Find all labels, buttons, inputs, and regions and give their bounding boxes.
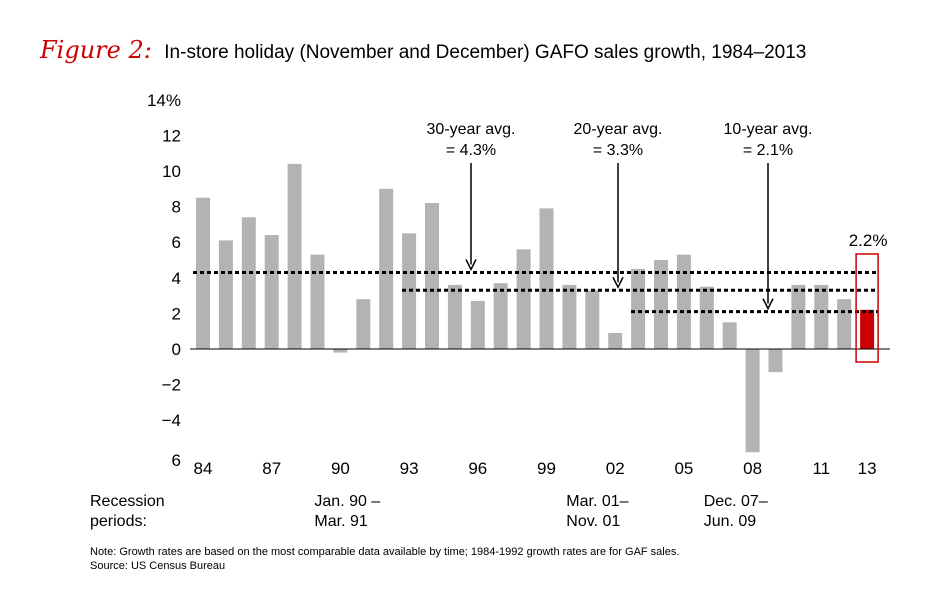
y-tick-label: 10 xyxy=(162,162,181,181)
bar-1988 xyxy=(287,163,302,349)
recession-period-1990: Jan. 90 – Mar. 91 xyxy=(314,492,380,532)
recession-period-end: Mar. 91 xyxy=(314,513,368,530)
bar-2003 xyxy=(631,268,646,349)
recession-period-start: Mar. 01– xyxy=(566,493,629,510)
bar-1996 xyxy=(470,300,485,349)
chart-title-row: Figure 2: In-store holiday (November and… xyxy=(40,36,806,64)
recession-label-line2: periods: xyxy=(90,513,147,530)
recession-period-2001: Mar. 01– Nov. 01 xyxy=(566,492,628,532)
bar-1992 xyxy=(379,188,394,349)
bar-1991 xyxy=(356,299,371,349)
bar-2001 xyxy=(585,290,600,349)
y-tick-label: 0 xyxy=(172,340,181,359)
x-tick-label: 05 xyxy=(674,459,693,478)
recession-period-end: Jun. 09 xyxy=(703,513,757,530)
average-arrow-head xyxy=(612,276,624,289)
x-tick-label: 96 xyxy=(468,459,487,478)
y-tick-label: 4 xyxy=(172,269,181,288)
x-tick-label: 99 xyxy=(537,459,556,478)
bar-2013 xyxy=(860,309,875,349)
bar-1998 xyxy=(516,249,531,349)
x-tick-label: 93 xyxy=(400,459,419,478)
bars xyxy=(196,163,875,453)
bar-2012 xyxy=(837,299,852,349)
bar-2000 xyxy=(562,284,577,349)
x-tick-label: 08 xyxy=(743,459,762,478)
y-tick-label: 14% xyxy=(147,91,181,110)
bar-2002 xyxy=(608,332,623,349)
bar-1997 xyxy=(493,283,508,349)
x-tick-label: 02 xyxy=(606,459,625,478)
source-text: Source: US Census Bureau xyxy=(90,560,226,572)
x-axis: 84 87 90 93 96 99 02 05 08 11 13 xyxy=(194,459,877,478)
average-arrow-head xyxy=(762,298,774,311)
y-tick-label: 6 xyxy=(172,451,181,470)
bar-2006 xyxy=(699,286,714,349)
bar-2009 xyxy=(768,349,783,373)
note-text: Note: Growth rates are based on the most… xyxy=(90,546,680,558)
average-label-title: 30-year avg. xyxy=(427,121,516,138)
average-label-value: = 4.3% xyxy=(446,142,496,159)
highlight-2013: 2.2% xyxy=(849,231,888,363)
average-arrow-head xyxy=(465,259,477,272)
recession-label-line1: Recession xyxy=(90,493,165,510)
bar-2011 xyxy=(814,284,829,349)
chart-title: In-store holiday (November and December)… xyxy=(164,42,807,63)
average-lines: 30-year avg. = 4.3% 20-year avg. = 3.3% 10-y… xyxy=(193,121,878,314)
recession-period-start: Dec. 07– xyxy=(703,493,768,510)
footnote: Note: Growth rates are based on the most… xyxy=(90,545,679,573)
x-tick-label: 84 xyxy=(194,459,213,478)
recession-period-start: Jan. 90 – xyxy=(314,493,381,510)
recession-period-2007: Dec. 07– Jun. 09 xyxy=(704,492,768,532)
y-axis: 14% 12 10 8 6 4 2 0 −2 −4 6 xyxy=(147,91,181,470)
average-label-value: = 3.3% xyxy=(593,142,643,159)
y-tick-label: −2 xyxy=(162,376,181,395)
bar-1995 xyxy=(447,284,462,349)
recession-periods-label: Recession periods: xyxy=(90,492,165,532)
figure-label: Figure 2: xyxy=(40,36,152,64)
y-tick-label: −4 xyxy=(162,411,181,430)
bar-1989 xyxy=(310,254,325,349)
bar-2008 xyxy=(745,349,760,453)
bar-1987 xyxy=(264,235,279,349)
bar-2007 xyxy=(722,322,737,349)
y-tick-label: 2 xyxy=(172,304,181,323)
y-tick-label: 12 xyxy=(162,126,181,145)
y-tick-label: 6 xyxy=(172,233,181,252)
bar-1990 xyxy=(333,349,348,353)
bar-2004 xyxy=(654,260,668,349)
x-tick-label: 11 xyxy=(812,459,830,478)
recession-period-end: Nov. 01 xyxy=(566,513,621,530)
highlight-value-label: 2.2% xyxy=(849,231,888,250)
bar-1986 xyxy=(241,217,256,349)
average-label-value: = 2.1% xyxy=(743,142,793,159)
x-tick-label: 13 xyxy=(858,459,877,478)
x-tick-label: 90 xyxy=(331,459,350,478)
bar-1994 xyxy=(425,203,439,349)
x-tick-label: 87 xyxy=(262,459,281,478)
average-label-title: 20-year avg. xyxy=(574,121,663,138)
average-label-title: 10-year avg. xyxy=(724,121,813,138)
bar-2005 xyxy=(676,254,691,349)
highlight-box xyxy=(855,253,879,363)
bar-1999 xyxy=(539,208,554,349)
bar-2010 xyxy=(791,284,806,349)
y-tick-label: 8 xyxy=(172,198,181,217)
bar-1985 xyxy=(218,240,233,349)
